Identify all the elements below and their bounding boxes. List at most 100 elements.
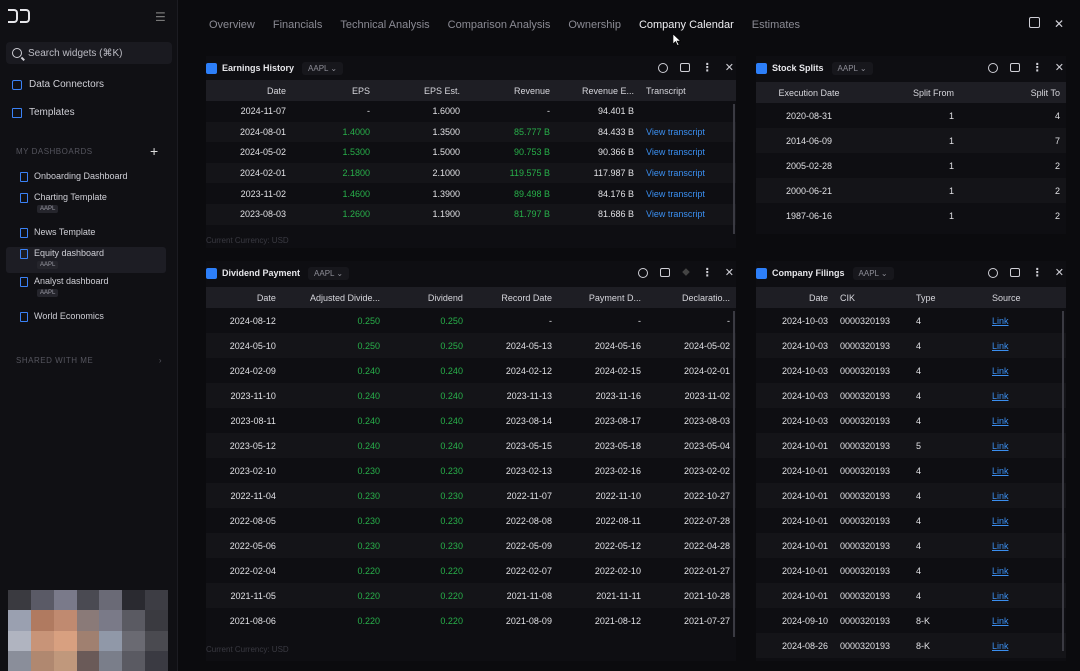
filing-source-link[interactable]: Link [992, 565, 1009, 576]
close-widget-icon[interactable]: ✕ [724, 62, 734, 74]
filing-source-link[interactable]: Link [986, 483, 1066, 508]
history-icon[interactable] [987, 62, 998, 73]
table-cell: 2023-08-03 [683, 415, 730, 426]
view-transcript-link[interactable]: View transcript [640, 121, 736, 143]
table-cell: 2023-11-10 [206, 383, 282, 408]
database-icon [12, 79, 22, 90]
column-header[interactable]: Revenue [466, 80, 556, 101]
table-cell: 1 [862, 178, 960, 203]
app-logo[interactable] [8, 9, 32, 23]
close-icon[interactable]: ✕ [1053, 17, 1064, 31]
history-icon[interactable] [657, 62, 668, 73]
table-cell: 2023-02-02 [683, 465, 730, 476]
user-avatar[interactable] [8, 590, 168, 671]
dashboard-item[interactable]: World Economics [6, 310, 166, 326]
column-header[interactable]: Revenue E... [556, 80, 640, 101]
filing-source-link[interactable]: Link [986, 533, 1066, 558]
edit-icon[interactable] [1028, 17, 1040, 28]
close-widget-icon[interactable]: ✕ [1054, 267, 1064, 279]
column-header[interactable]: Execution Date [756, 82, 862, 103]
more-options-icon[interactable]: ⋮ [1031, 62, 1043, 74]
scrollbar[interactable] [733, 311, 735, 637]
scrollbar[interactable] [1062, 311, 1064, 651]
view-transcript-link[interactable]: View transcript [646, 188, 705, 199]
column-header[interactable]: Payment D... [557, 287, 647, 308]
table-cell: 0.220 [357, 565, 381, 576]
dashboard-item[interactable]: News Template [6, 226, 166, 242]
view-transcript-link[interactable]: View transcript [646, 147, 705, 158]
column-header[interactable]: Split From [862, 82, 960, 103]
ticker-select[interactable]: AAPL ⌄ [852, 266, 894, 280]
filing-source-link[interactable]: Link [992, 315, 1009, 326]
table-cell: 2024-10-01 [781, 565, 828, 576]
column-header[interactable]: Source [986, 287, 1066, 308]
table-cell: 1.1900 [376, 203, 466, 225]
tab-comparison-analysis[interactable]: Comparison Analysis [447, 19, 551, 31]
sidebar-item-templates[interactable]: Templates [12, 107, 75, 118]
chat-icon[interactable] [679, 63, 690, 72]
shared-with-me-section[interactable]: SHARED WITH ME › [6, 350, 172, 370]
chat-icon[interactable] [1009, 63, 1020, 72]
tab-ownership[interactable]: Ownership [568, 19, 621, 31]
column-header[interactable]: Date [206, 287, 282, 308]
sidebar-collapse-icon[interactable]: ☰ [155, 10, 166, 24]
filing-source-link[interactable]: Link [992, 615, 1009, 626]
dashboard-item[interactable]: Equity dashboard AAPL [6, 247, 166, 273]
search-widgets-input[interactable]: Search widgets (⌘K) [6, 42, 172, 64]
column-header[interactable]: Dividend [386, 287, 469, 308]
column-header[interactable]: EPS [292, 80, 376, 101]
column-header[interactable]: Adjusted Divide... [281, 287, 387, 308]
chat-icon[interactable] [660, 268, 671, 277]
ticker-value: AAPL [837, 63, 858, 73]
add-dashboard-icon[interactable]: + [150, 143, 159, 159]
ticker-select[interactable]: AAPL ⌄ [302, 61, 344, 75]
filing-source-link[interactable]: Link [986, 433, 1066, 458]
dashboard-item[interactable]: Analyst dashboard AAPL [6, 275, 166, 301]
tab-company-calendar[interactable]: Company Calendar [638, 19, 734, 31]
table-cell: 4 [916, 315, 922, 326]
filing-source-link[interactable]: Link [986, 633, 1066, 658]
column-header[interactable]: Split To [960, 82, 1066, 103]
sidebar-item-data-connectors[interactable]: Data Connectors [12, 79, 104, 90]
column-header[interactable]: EPS Est. [376, 80, 466, 101]
close-widget-icon[interactable]: ✕ [1054, 62, 1064, 74]
more-options-icon[interactable]: ⋮ [701, 267, 713, 279]
filing-source-link[interactable]: Link [992, 365, 1009, 376]
column-header[interactable]: Declaratio... [646, 287, 736, 308]
table-row: 2024-10-01 0000320193 5 Link [756, 433, 1066, 458]
history-icon[interactable] [987, 267, 998, 278]
chat-icon[interactable] [1009, 268, 1020, 277]
column-header[interactable]: Type [910, 287, 986, 308]
more-options-icon[interactable]: ⋮ [701, 62, 713, 74]
column-header[interactable]: Date [756, 287, 834, 308]
table-cell: 81.686 B [556, 203, 640, 225]
column-header[interactable]: Date [206, 80, 292, 101]
tab-estimates[interactable]: Estimates [751, 19, 801, 31]
more-options-icon[interactable]: ⋮ [1031, 267, 1043, 279]
ticker-select[interactable]: AAPL ⌄ [831, 61, 873, 75]
view-transcript-link[interactable]: View transcript [640, 203, 736, 225]
filing-source-link[interactable]: Link [992, 465, 1009, 476]
history-icon[interactable] [638, 267, 649, 278]
column-header[interactable]: Record Date [468, 287, 558, 308]
filing-source-link[interactable]: Link [992, 515, 1009, 526]
tab-overview[interactable]: Overview [209, 19, 255, 31]
column-header[interactable]: Transcript [640, 80, 736, 101]
dashboard-item[interactable]: Charting Template AAPL [6, 191, 166, 217]
dashboard-item[interactable]: Onboarding Dashboard [6, 170, 166, 186]
close-widget-icon[interactable]: ✕ [724, 267, 734, 279]
scrollbar[interactable] [733, 104, 735, 234]
filing-source-link[interactable]: Link [992, 415, 1009, 426]
ticker-select[interactable]: AAPL ⌄ [308, 266, 350, 280]
column-header[interactable]: CIK [834, 287, 910, 308]
table-cell: 2023-08-14 [505, 415, 552, 426]
view-transcript-link[interactable]: View transcript [640, 162, 736, 184]
tab-technical-analysis[interactable]: Technical Analysis [340, 19, 430, 31]
pin-icon[interactable]: ⬥ [682, 266, 690, 278]
table-cell: 4 [910, 333, 986, 358]
filing-source-link[interactable]: Link [986, 333, 1066, 358]
filing-source-link[interactable]: Link [986, 383, 1066, 408]
table-cell: 0.220 [281, 583, 387, 608]
filing-source-link[interactable]: Link [986, 583, 1066, 608]
tab-financials[interactable]: Financials [272, 19, 323, 31]
